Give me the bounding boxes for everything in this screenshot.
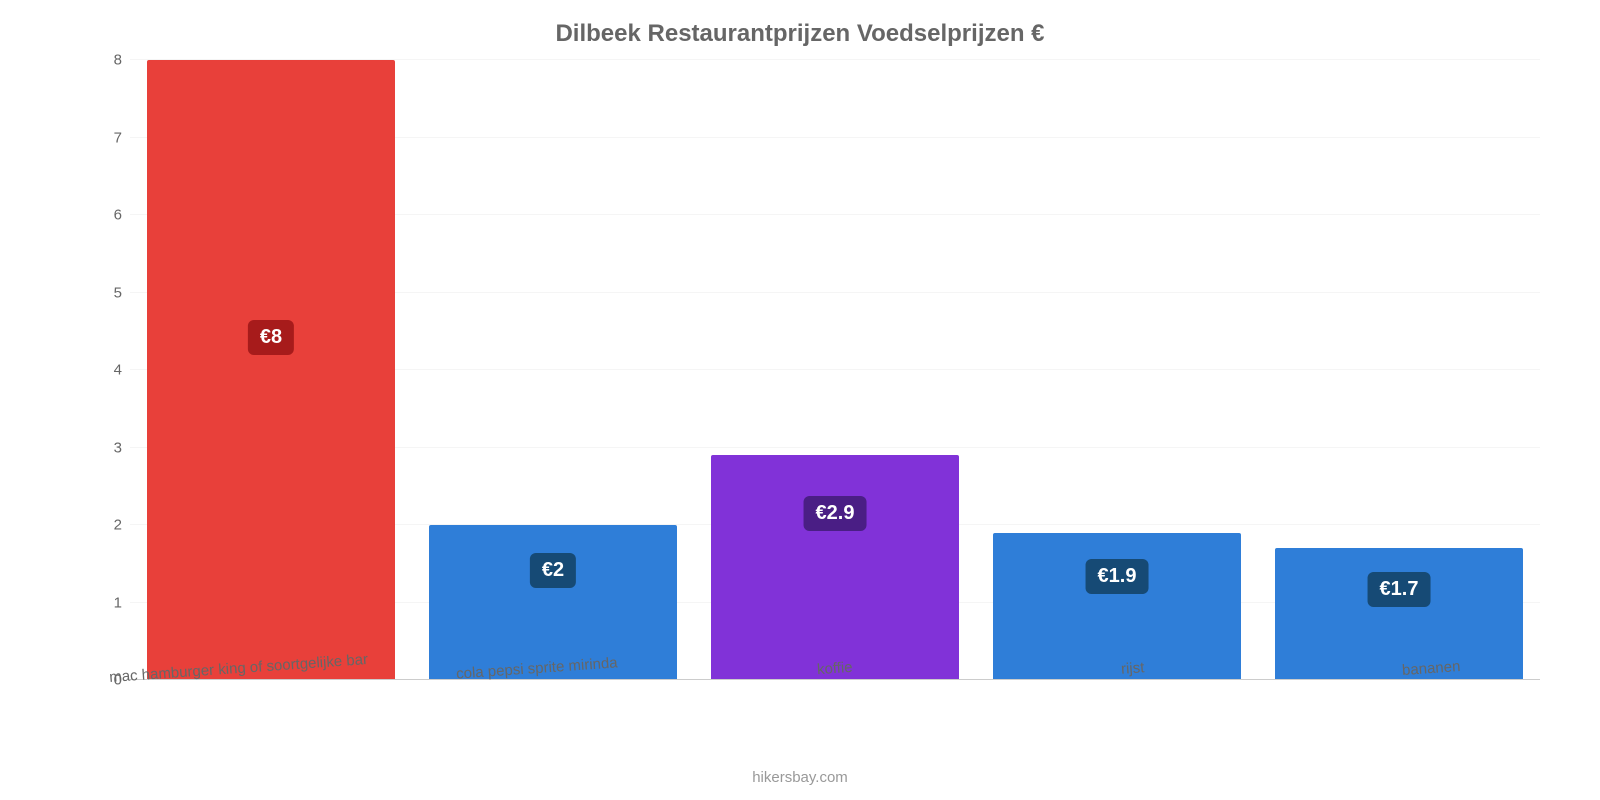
bar: €2.9 bbox=[711, 455, 959, 680]
bar-slot: €2.9 bbox=[694, 60, 976, 680]
bar-slot: €8 bbox=[130, 60, 412, 680]
bars-container: €8 €2 €2.9 €1.9 €1.7 bbox=[130, 60, 1540, 680]
plot-area: 012345678 €8€2€2.9€1.9€1.7 bbox=[130, 60, 1540, 680]
x-axis-line bbox=[130, 679, 1540, 680]
bar-slot: €1.9 bbox=[976, 60, 1258, 680]
bar-value-label: €1.7 bbox=[1368, 572, 1431, 607]
y-tick: 4 bbox=[82, 362, 122, 379]
bar: €1.9 bbox=[993, 533, 1241, 680]
y-axis: 012345678 bbox=[80, 60, 130, 680]
y-tick: 3 bbox=[82, 439, 122, 456]
x-label: mac hamburger king of soortgelijke bar bbox=[90, 660, 388, 677]
x-axis-labels: mac hamburger king of soortgelijke barco… bbox=[90, 660, 1580, 677]
bar: €2 bbox=[429, 525, 677, 680]
bar-value-label: €8 bbox=[248, 320, 294, 355]
chart-credit: hikersbay.com bbox=[0, 769, 1600, 786]
y-tick: 1 bbox=[82, 594, 122, 611]
price-bar-chart: Dilbeek Restaurantprijzen Voedselprijzen… bbox=[0, 0, 1600, 800]
y-tick: 6 bbox=[82, 207, 122, 224]
bar-value-label: €1.9 bbox=[1086, 559, 1149, 594]
bar-slot: €2 bbox=[412, 60, 694, 680]
x-label: rijst bbox=[984, 660, 1282, 677]
y-tick: 8 bbox=[82, 52, 122, 69]
y-tick: 7 bbox=[82, 129, 122, 146]
bar-value-label: €2.9 bbox=[804, 496, 867, 531]
x-label: koffie bbox=[686, 660, 984, 677]
y-tick: 5 bbox=[82, 284, 122, 301]
bar-value-label: €2 bbox=[530, 553, 576, 588]
bar-slot: €1.7 bbox=[1258, 60, 1540, 680]
bar: €8 bbox=[147, 60, 395, 680]
chart-title: Dilbeek Restaurantprijzen Voedselprijzen… bbox=[40, 20, 1560, 48]
y-tick: 2 bbox=[82, 517, 122, 534]
x-label: bananen bbox=[1282, 660, 1580, 677]
x-label: cola pepsi sprite mirinda bbox=[388, 660, 686, 677]
